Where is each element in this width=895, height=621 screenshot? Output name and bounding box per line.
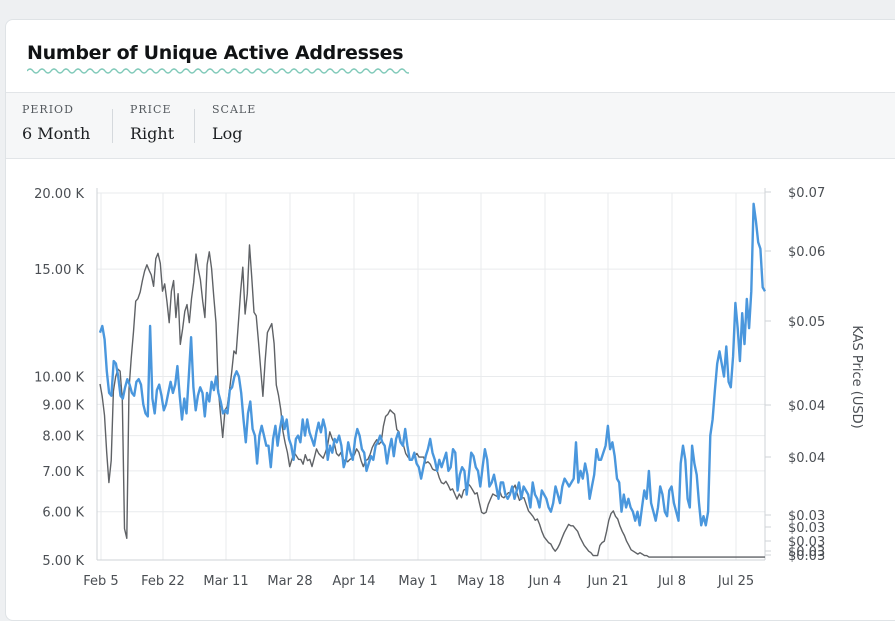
left-tick-label: 6.00 K	[42, 506, 84, 521]
control-divider	[194, 109, 195, 143]
period-value[interactable]: 6 Month	[22, 124, 91, 143]
x-tick-label: May 1	[398, 574, 437, 589]
x-tick-label: Jun 21	[587, 574, 629, 589]
x-tick-label: Jun 4	[528, 574, 562, 589]
right-tick-label: $0.06	[788, 245, 825, 260]
right-axis-label: KAS Price (USD)	[849, 325, 864, 428]
price-line	[99, 244, 765, 558]
series-lines	[98, 202, 767, 558]
right-tick-label: $0.03	[788, 549, 825, 564]
right-tick-label: $0.04	[788, 451, 825, 466]
right-tick-label: $0.05	[788, 315, 825, 330]
x-tick-label: Jul 25	[717, 574, 754, 589]
period-control[interactable]: PERIOD 6 Month	[22, 103, 90, 143]
x-tick-label: May 18	[457, 574, 505, 589]
x-tick-label: Jul 8	[657, 574, 686, 589]
x-axis-ticks: Feb 5 Feb 22 Mar 11 Mar 28 Apr 14 May 1 May 18…	[83, 574, 754, 589]
control-divider	[112, 109, 113, 143]
right-tick-label: $0.03	[788, 545, 825, 560]
left-tick-label: 7.00 K	[42, 465, 84, 480]
right-tick-label: $0.03	[788, 521, 825, 536]
period-label: PERIOD	[22, 103, 74, 116]
left-tick-label: 9.00 K	[42, 398, 84, 413]
right-tick-label: $0.04	[788, 399, 825, 414]
price-label: PRICE	[130, 103, 172, 116]
chart-title: Number of Unique Active Addresses	[27, 42, 404, 64]
x-tick-label: Apr 14	[332, 574, 375, 589]
price-control[interactable]: PRICE Right	[130, 103, 174, 143]
left-tick-label: 20.00 K	[34, 187, 84, 202]
left-tick-label: 8.00 K	[42, 430, 84, 445]
left-axis-ticks: 5.00 K 6.00 K 7.00 K 8.00 K 9.00 K 10.00 K 15.…	[34, 187, 84, 569]
scale-control[interactable]: SCALE Log	[212, 103, 256, 143]
scale-value[interactable]: Log	[212, 124, 243, 143]
addresses-line	[98, 202, 767, 527]
left-tick-label: 10.00 K	[34, 371, 84, 386]
title-underline	[27, 68, 409, 74]
right-axis-ticks: $0.07$0.06$0.05$0.04$0.04$0.03$0.03$0.03…	[765, 186, 825, 564]
chart-controls: PERIOD 6 Month PRICE Right SCALE Log	[6, 92, 895, 159]
left-tick-label: 15.00 K	[34, 263, 84, 278]
x-tick-label: Feb 22	[141, 574, 185, 589]
right-tick-label: $0.03	[788, 535, 825, 550]
active-addresses-chart: 5.00 K 6.00 K 7.00 K 8.00 K 9.00 K 10.00 K 15.…	[34, 186, 864, 589]
left-tick-label: 5.00 K	[42, 554, 84, 569]
right-tick-label: $0.07	[788, 186, 825, 201]
right-tick-label: $0.03	[788, 509, 825, 524]
x-tick-label: Feb 5	[83, 574, 118, 589]
price-value[interactable]: Right	[130, 124, 175, 143]
x-tick-label: Mar 11	[203, 574, 248, 589]
x-tick-label: Mar 28	[267, 574, 312, 589]
scale-label: SCALE	[212, 103, 257, 116]
